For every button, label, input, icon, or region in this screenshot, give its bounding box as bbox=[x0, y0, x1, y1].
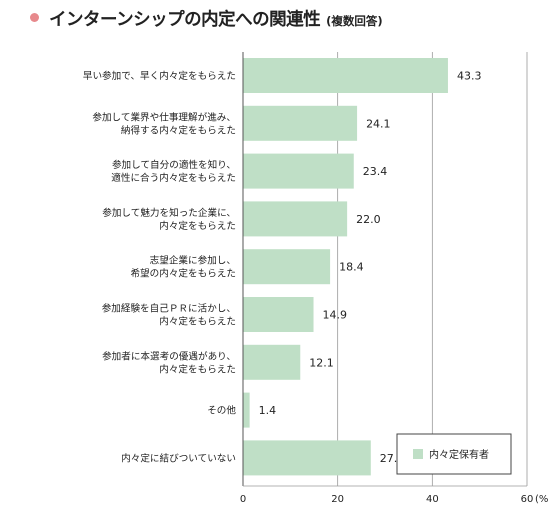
legend-box bbox=[396, 433, 512, 475]
category-label: 参加して自分の適性を知り、 bbox=[112, 159, 236, 171]
category-label: 参加して業界や仕事理解が進み、 bbox=[92, 111, 236, 123]
category-label: 早い参加で、早く内々定をもらえた bbox=[83, 70, 236, 82]
bar-value-label: 24.1 bbox=[366, 117, 391, 130]
x-tick-label: 20 bbox=[331, 494, 344, 505]
bar bbox=[243, 392, 250, 428]
bar-value-label: 23.4 bbox=[363, 165, 388, 178]
legend-label: 内々定保有者 bbox=[429, 448, 489, 461]
bullet-dot-icon bbox=[30, 13, 39, 22]
bar-value-label: 14.9 bbox=[323, 309, 348, 322]
bar bbox=[243, 297, 314, 332]
category-label: 参加者に本選考の優遇があり、 bbox=[102, 350, 236, 362]
x-tick-label: 40 bbox=[426, 494, 439, 505]
category-label: 志望企業に参加し、 bbox=[150, 255, 236, 267]
bar bbox=[243, 105, 358, 141]
category-label: 内々定をもらえた bbox=[159, 363, 236, 375]
chart-title: インターンシップの内定への関連性 bbox=[49, 10, 321, 30]
category-label: 参加経験を自己ＰＲに活かし、 bbox=[102, 303, 236, 315]
category-label: 内々定に結びついていない bbox=[121, 452, 236, 464]
bar-value-label: 18.4 bbox=[339, 261, 364, 274]
bar-value-label: 12.1 bbox=[309, 356, 334, 369]
category-label: 納得する内々定をもらえた bbox=[121, 124, 236, 136]
bar bbox=[243, 440, 371, 476]
chart-subtitle: (複数回答) bbox=[326, 14, 383, 28]
legend-swatch bbox=[413, 449, 423, 459]
category-label: 参加して魅力を知った企業に、 bbox=[102, 207, 236, 219]
bar-value-label: 1.4 bbox=[259, 404, 277, 417]
x-tick-label: 60 bbox=[521, 494, 534, 505]
chart-title-row: インターンシップの内定への関連性 (複数回答) bbox=[30, 6, 383, 32]
category-label: 適性に合う内々定をもらえた bbox=[111, 172, 236, 184]
bar bbox=[243, 58, 448, 93]
bar bbox=[243, 344, 301, 380]
bar bbox=[243, 201, 348, 237]
bar-value-label: 43.3 bbox=[457, 70, 482, 83]
category-label: 内々定をもらえた bbox=[159, 220, 236, 232]
bar bbox=[243, 249, 331, 285]
category-label: 内々定をもらえた bbox=[159, 316, 236, 328]
bar bbox=[243, 153, 354, 189]
bar-value-label: 22.0 bbox=[356, 213, 381, 226]
category-label: 希望の内々定をもらえた bbox=[130, 268, 236, 280]
category-label: その他 bbox=[207, 405, 236, 417]
x-axis-unit-label: (%) bbox=[535, 494, 548, 505]
x-tick-label: 0 bbox=[240, 494, 246, 505]
